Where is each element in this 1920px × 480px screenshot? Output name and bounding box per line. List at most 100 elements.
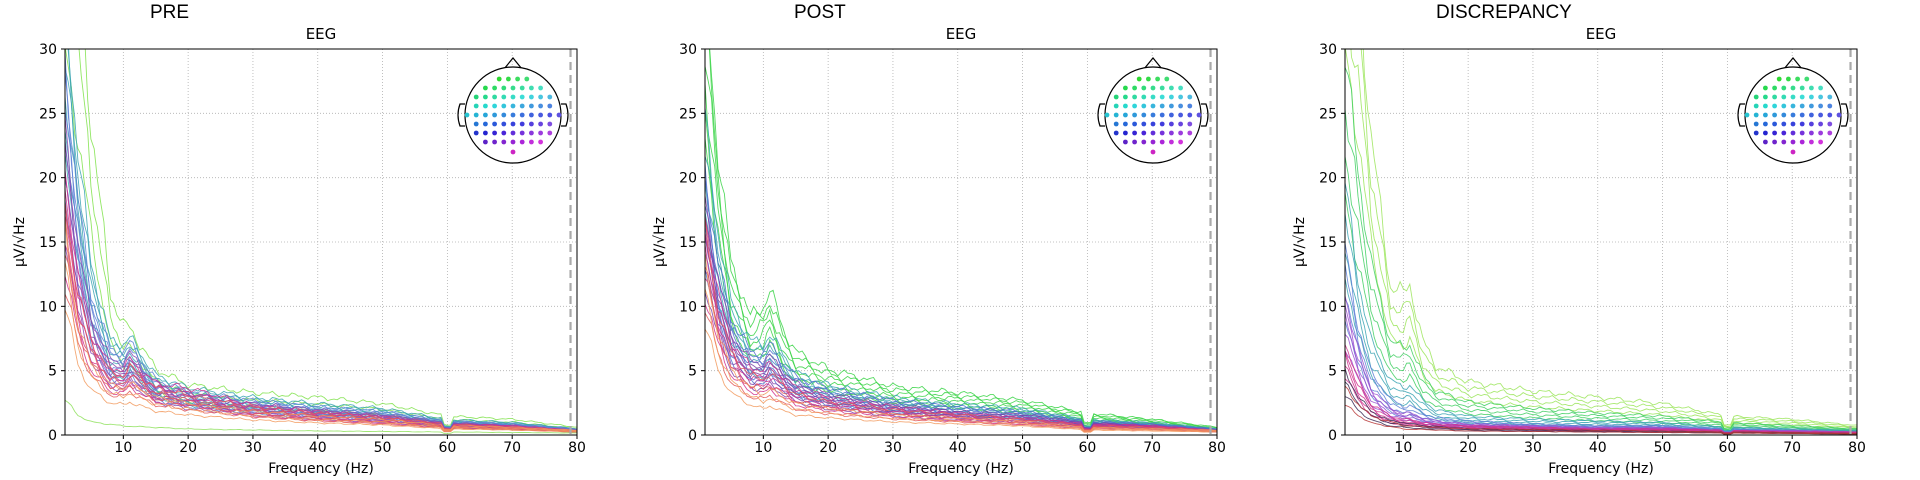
y-tick-label: 25 xyxy=(39,106,57,122)
electrode-dot xyxy=(1159,112,1165,118)
electrode-dot xyxy=(510,149,516,155)
electrode-dot xyxy=(1159,85,1165,91)
electrode-dot xyxy=(547,130,553,136)
electrode-dot xyxy=(1150,130,1156,136)
electrode-dot xyxy=(1113,94,1119,100)
electrode-dot xyxy=(483,94,488,100)
trace-green xyxy=(84,49,577,428)
x-tick-label: 60 xyxy=(1078,440,1096,456)
x-axis-label: Frequency (Hz) xyxy=(1548,461,1654,477)
y-tick-label: 25 xyxy=(679,106,697,122)
x-tick-label: 10 xyxy=(1394,440,1412,456)
x-tick-label: 20 xyxy=(819,440,837,456)
electrode-dot xyxy=(1809,130,1814,136)
electrode-dot xyxy=(501,94,507,100)
y-tick-label: 0 xyxy=(1328,428,1337,444)
electrode-dot xyxy=(1827,130,1833,136)
panel-discrepancy: 10 20 30 40 50 60 70 80 0 5 10 15 20 25 30 EEG Frequency… xyxy=(1280,0,1920,480)
electrode-dot xyxy=(1763,121,1768,127)
electrode-dot xyxy=(483,130,488,136)
y-tick-label: 10 xyxy=(679,299,697,315)
electrode-dot xyxy=(538,103,543,109)
electrode-dot xyxy=(1781,85,1787,91)
electrode-dot xyxy=(1141,112,1147,118)
electrode-dot xyxy=(1781,139,1787,145)
x-tick-label: 20 xyxy=(179,440,197,456)
electrode-dot xyxy=(510,112,516,118)
electrode-dot xyxy=(1123,121,1128,127)
electrode-dot xyxy=(538,130,543,136)
electrode-dot xyxy=(1141,130,1147,136)
electrode-dot xyxy=(519,112,525,118)
trace-green xyxy=(709,49,1217,429)
electrode-dot xyxy=(1772,85,1777,91)
electrode-dot xyxy=(1772,139,1777,145)
y-tick-label: 15 xyxy=(1319,235,1337,251)
electrode-dot xyxy=(473,94,479,100)
electrode-dot xyxy=(1809,85,1814,91)
electrode-dot xyxy=(1146,76,1151,82)
electrode-dot xyxy=(1123,85,1128,91)
psd-chart-pre: 10 20 30 40 50 60 70 80 0 5 10 15 20 25 30 EEG Frequency… xyxy=(12,25,586,477)
trace-blue xyxy=(1345,320,1857,434)
right-ear-icon xyxy=(1841,103,1849,127)
electrode-dot xyxy=(529,130,534,136)
trace-lime xyxy=(1350,49,1857,429)
chart-title: EEG xyxy=(1586,25,1617,43)
electrode-dot xyxy=(1150,103,1156,109)
electrode-dot xyxy=(1169,85,1174,91)
electrode-dot xyxy=(1178,130,1183,136)
trace-green xyxy=(1345,156,1857,431)
trace-blue xyxy=(65,51,577,430)
electrode-dot xyxy=(519,139,525,145)
electrode-dot xyxy=(1753,112,1759,118)
right-ear-icon xyxy=(561,103,569,127)
electrode-dot xyxy=(492,85,497,91)
trace-blue xyxy=(705,177,1217,430)
y-tick-label: 15 xyxy=(679,235,697,251)
x-tick-label: 30 xyxy=(244,440,262,456)
y-tick-label: 20 xyxy=(39,171,57,187)
electrode-dot xyxy=(1799,112,1805,118)
electrode-dot xyxy=(1753,121,1759,127)
electrode-dot xyxy=(538,139,543,145)
trace-orange xyxy=(705,288,1217,432)
suptitle-pre: PRE xyxy=(150,2,190,23)
electrode-dot xyxy=(1104,112,1110,118)
electrode-dot xyxy=(1772,103,1777,109)
trace-green xyxy=(1345,67,1857,429)
electrode-dot xyxy=(1818,103,1823,109)
trace-magenta xyxy=(65,171,577,431)
electrode-dot xyxy=(1132,121,1137,127)
y-tick-label: 5 xyxy=(688,364,697,380)
electrode-dot xyxy=(1786,76,1791,82)
psd-chart-post: 10 20 30 40 50 60 70 80 0 5 10 15 20 25 30 EEG Frequency… xyxy=(652,25,1226,477)
y-axis-label: µV/√Hz xyxy=(1292,217,1308,267)
right-ear-icon xyxy=(1201,103,1209,127)
electrode-dot xyxy=(1159,121,1165,127)
electrode-dot xyxy=(510,121,516,127)
ticks: 10 20 30 40 50 60 70 80 0 5 10 15 20 25 30 xyxy=(1319,42,1866,456)
nose-icon xyxy=(503,57,523,70)
trace-magenta xyxy=(65,244,577,432)
electrode-dot xyxy=(510,85,516,91)
trace-lime xyxy=(1362,49,1857,426)
trace-green xyxy=(1345,192,1857,432)
electrode-dot xyxy=(529,103,534,109)
electrode-dot xyxy=(1809,121,1814,127)
electrode-dot xyxy=(547,94,553,100)
x-axis-label: Frequency (Hz) xyxy=(268,461,374,477)
trace-lime xyxy=(1360,49,1857,428)
electrode-dot xyxy=(1150,94,1156,100)
electrode-dot xyxy=(1799,139,1805,145)
y-tick-label: 0 xyxy=(688,428,697,444)
electrode-dot xyxy=(501,85,507,91)
trace-teal xyxy=(1345,252,1857,433)
x-axis-label: Frequency (Hz) xyxy=(908,461,1014,477)
electrode-dot xyxy=(1818,112,1823,118)
trace-teal xyxy=(67,49,577,430)
electrode-dot xyxy=(1150,139,1156,145)
x-tick-label: 10 xyxy=(114,440,132,456)
electrode-dot xyxy=(1763,112,1768,118)
electrode-dot xyxy=(1818,139,1823,145)
